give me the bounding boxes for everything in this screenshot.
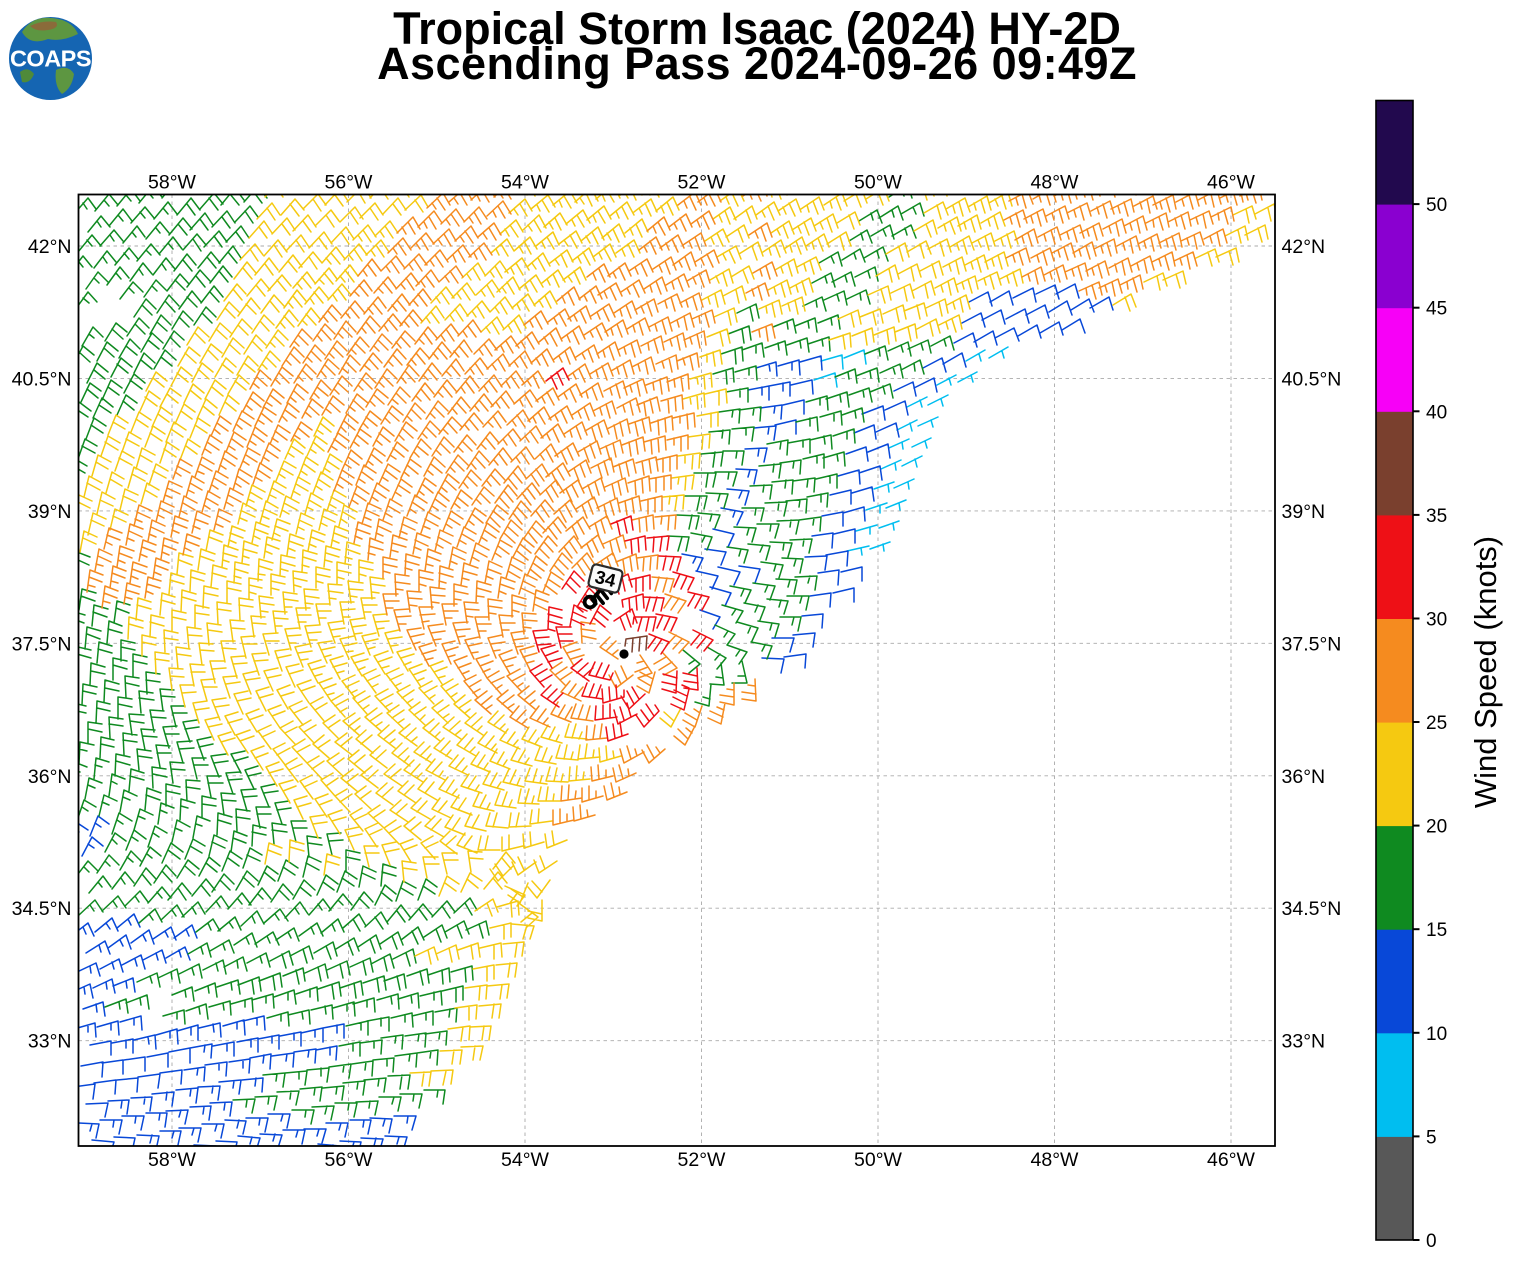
svg-text:39°N: 39°N: [28, 501, 72, 523]
svg-text:33°N: 33°N: [28, 1031, 72, 1053]
svg-text:48°W: 48°W: [1031, 1149, 1079, 1171]
svg-text:50°W: 50°W: [854, 1149, 902, 1171]
svg-text:40: 40: [1426, 402, 1447, 423]
svg-text:42°N: 42°N: [1282, 236, 1326, 258]
svg-text:39°N: 39°N: [1282, 501, 1326, 523]
svg-text:36°N: 36°N: [28, 766, 72, 788]
svg-text:Wind Speed (knots): Wind Speed (knots): [1468, 536, 1503, 808]
svg-text:46°W: 46°W: [1207, 1149, 1255, 1171]
svg-text:COAPS: COAPS: [10, 46, 91, 72]
svg-text:58°W: 58°W: [148, 171, 196, 193]
svg-text:15: 15: [1426, 920, 1447, 941]
svg-text:10: 10: [1426, 1024, 1447, 1045]
svg-text:36°N: 36°N: [1282, 766, 1326, 788]
svg-text:52°W: 52°W: [678, 171, 726, 193]
svg-text:50: 50: [1426, 195, 1447, 216]
svg-text:34.5°N: 34.5°N: [12, 898, 72, 920]
svg-text:46°W: 46°W: [1207, 171, 1255, 193]
svg-text:35: 35: [1426, 506, 1447, 527]
svg-text:56°W: 56°W: [325, 1149, 373, 1171]
svg-text:37.5°N: 37.5°N: [12, 633, 72, 655]
svg-text:Tropical Storm Isaac (2024) HY: Tropical Storm Isaac (2024) HY-2D: [393, 3, 1121, 54]
svg-text:56°W: 56°W: [325, 171, 373, 193]
svg-text:0: 0: [1426, 1231, 1437, 1252]
svg-text:42°N: 42°N: [28, 236, 72, 258]
svg-text:54°W: 54°W: [501, 171, 549, 193]
svg-text:45: 45: [1426, 299, 1447, 320]
svg-text:33°N: 33°N: [1282, 1031, 1326, 1053]
svg-text:52°W: 52°W: [678, 1149, 726, 1171]
svg-text:20: 20: [1426, 817, 1447, 838]
svg-text:25: 25: [1426, 713, 1447, 734]
svg-text:30: 30: [1426, 610, 1447, 631]
svg-text:34.5°N: 34.5°N: [1282, 898, 1342, 920]
svg-text:50°W: 50°W: [854, 171, 902, 193]
svg-text:Ascending Pass 2024-09-26 09:4: Ascending Pass 2024-09-26 09:49Z: [377, 38, 1137, 89]
svg-text:40.5°N: 40.5°N: [12, 368, 72, 390]
svg-text:5: 5: [1426, 1127, 1437, 1148]
svg-text:58°W: 58°W: [148, 1149, 196, 1171]
svg-text:48°W: 48°W: [1031, 171, 1079, 193]
svg-text:54°W: 54°W: [501, 1149, 549, 1171]
svg-text:37.5°N: 37.5°N: [1282, 633, 1342, 655]
svg-text:40.5°N: 40.5°N: [1282, 368, 1342, 390]
